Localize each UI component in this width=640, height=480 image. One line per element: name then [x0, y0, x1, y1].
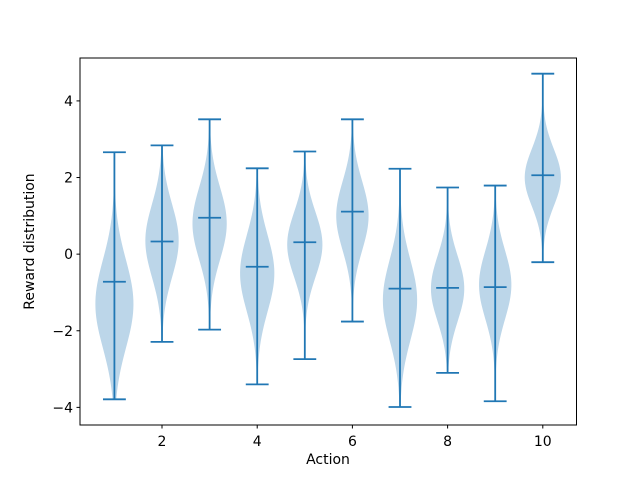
x-tick-label: 6 [348, 434, 357, 450]
y-tick-label: −2 [52, 324, 73, 340]
x-axis-label: Action [306, 452, 350, 468]
x-tick-label: 2 [158, 434, 167, 450]
y-tick-label: 4 [64, 94, 73, 110]
y-tick-label: −4 [52, 400, 73, 416]
y-tick-label: 0 [64, 247, 73, 263]
y-axis-label: Reward distribution [22, 173, 38, 309]
y-tick-label: 2 [64, 171, 73, 187]
x-tick-label: 8 [443, 434, 452, 450]
x-tick-label: 10 [534, 434, 552, 450]
plot-area: 2 4 6 8 10 −4 −2 0 2 4 [52, 57, 577, 450]
x-tick-label: 4 [253, 434, 262, 450]
axes-spines [79, 57, 577, 426]
